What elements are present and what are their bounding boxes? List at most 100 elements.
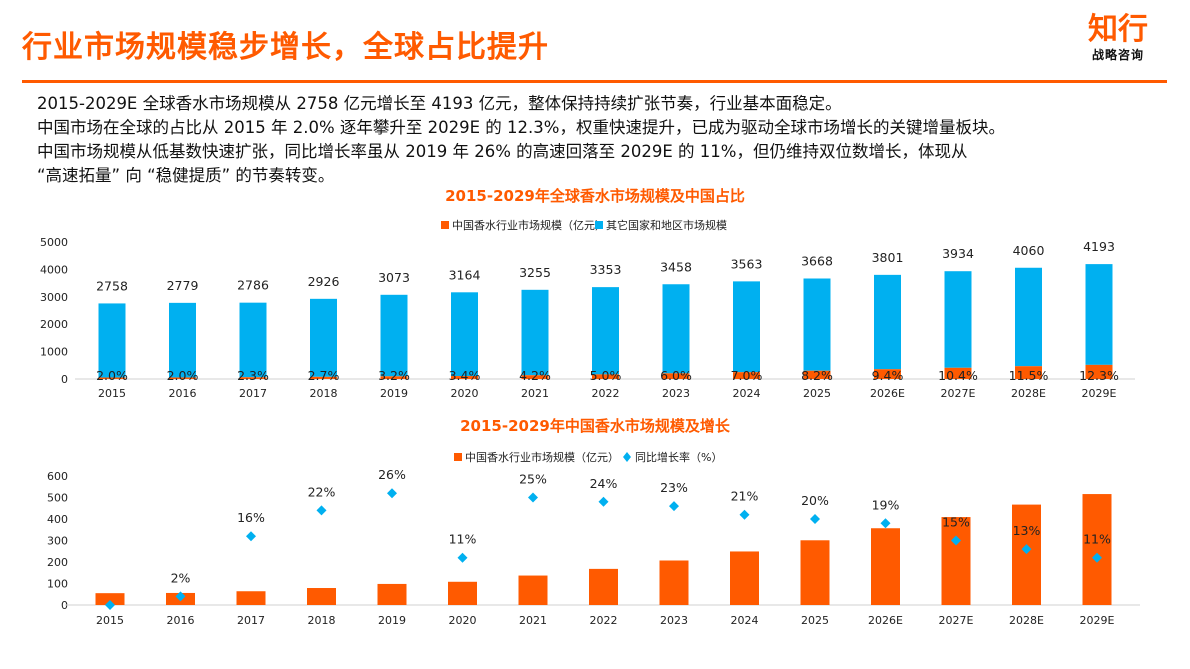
growth-label: 13% [1013,523,1041,538]
bar-other [239,302,267,378]
bar-other [1085,264,1113,365]
x-tick-label: 2019 [378,614,406,627]
bar-china [1085,364,1113,379]
x-tick-label: 2021 [521,387,549,400]
growth-point [316,505,327,516]
growth-label: 22% [308,484,336,499]
bar-china [662,373,690,379]
x-tick-label: 2025 [803,387,831,400]
share-label: 3.4% [449,368,481,383]
bar-other [662,284,690,374]
legend-diamond-icon [623,452,631,462]
bar-market [1082,494,1112,605]
growth-point [951,535,961,546]
summary-line: 中国市场在全球的占比从 2015 年 2.0% 逐年攀升至 2029E 的 12… [37,118,1005,137]
bar-market [518,575,548,605]
summary-text: 2015-2029E 全球香水市场规模从 2758 亿元增长至 4193 亿元，… [37,92,1177,188]
x-tick-label: 2029E [1080,614,1115,627]
total-label: 3934 [942,246,974,261]
y-tick-label: 300 [47,535,68,548]
bar-other [733,281,760,373]
bar-market [1012,504,1041,605]
x-tick-label: 2026E [868,614,903,627]
x-tick-label: 2018 [308,614,336,627]
growth-label: 11% [1083,532,1111,547]
y-tick-label: 500 [47,492,68,505]
total-label: 4193 [1083,239,1115,254]
growth-point [105,600,115,610]
bar-other [803,278,831,371]
logo-main: 知行 [1088,12,1148,47]
growth-label: 24% [590,476,618,491]
bar-market [236,591,266,605]
bar-china [1015,366,1042,379]
y-tick-label: 5000 [40,236,68,249]
y-tick-label: 0 [61,373,68,386]
bar-other [310,298,337,377]
share-label: 3.2% [378,368,410,383]
growth-point [246,531,256,542]
x-tick-label: 2015 [98,387,126,400]
x-tick-label: 2021 [519,614,547,627]
share-label: 2.3% [237,368,269,383]
x-tick-label: 2016 [169,387,197,400]
y-tick-label: 2000 [40,318,68,331]
x-tick-label: 2029E [1082,387,1117,400]
logo: 知行 战略咨询 [1088,14,1148,63]
total-label: 3073 [378,270,410,285]
legend-swatch-other [595,221,603,229]
total-label: 4060 [1013,243,1045,258]
growth-label: 21% [731,489,759,504]
total-label: 3668 [801,253,833,268]
y-tick-label: 0 [61,599,68,612]
x-tick-label: 2017 [239,387,267,400]
growth-point [810,514,820,524]
y-tick-label: 600 [47,470,68,483]
growth-label: 19% [872,497,900,512]
bar-other [521,289,549,376]
bar-market [941,517,971,605]
total-label: 3164 [449,267,481,282]
bar-china [239,377,267,379]
bar-market [871,528,900,605]
growth-label: 26% [378,467,406,482]
bar-other [169,302,196,378]
legend-label-market: 中国香水行业市场规模（亿元） [465,450,619,464]
x-tick-label: 2026E [870,387,905,400]
bar-other [592,287,619,375]
bar-other [874,274,901,370]
x-tick-label: 2028E [1009,614,1044,627]
bar-china [874,369,901,379]
growth-label: 16% [237,510,265,525]
y-tick-label: 1000 [40,346,68,359]
x-tick-label: 2017 [237,614,265,627]
x-tick-label: 2020 [449,614,477,627]
growth-point [669,501,679,512]
total-label: 3563 [731,256,763,271]
legend-swatch-market [454,453,462,461]
growth-label: 11% [449,532,477,547]
growth-label: 15% [942,515,970,530]
x-tick-label: 2027E [941,387,976,400]
share-label: 5.0% [590,368,622,383]
growth-point [387,488,397,499]
x-tick-label: 2024 [733,387,761,400]
x-tick-label: 2022 [592,387,620,400]
growth-point [739,509,750,520]
bar-market [659,560,689,605]
total-label: 3353 [590,262,622,277]
x-tick-label: 2024 [731,614,759,627]
x-tick-label: 2023 [660,614,688,627]
legend-label-china: 中国香水行业市场规模（亿元） [452,218,606,232]
legend-label-growth: 同比增长率（%） [635,450,722,464]
bar-other [1015,267,1042,367]
summary-line: 中国市场规模从低基数快速扩张，同比增长率虽从 2019 年 26% 的高速回落至… [37,142,968,161]
growth-point [598,496,609,507]
growth-point [457,552,468,563]
chart-title: 2015-2029年中国香水市场规模及增长 [460,417,731,435]
total-label: 2786 [237,278,269,293]
share-label: 12.3% [1079,368,1119,383]
bar-china [733,372,760,379]
bar-other [98,303,126,378]
total-label: 2758 [96,278,128,293]
